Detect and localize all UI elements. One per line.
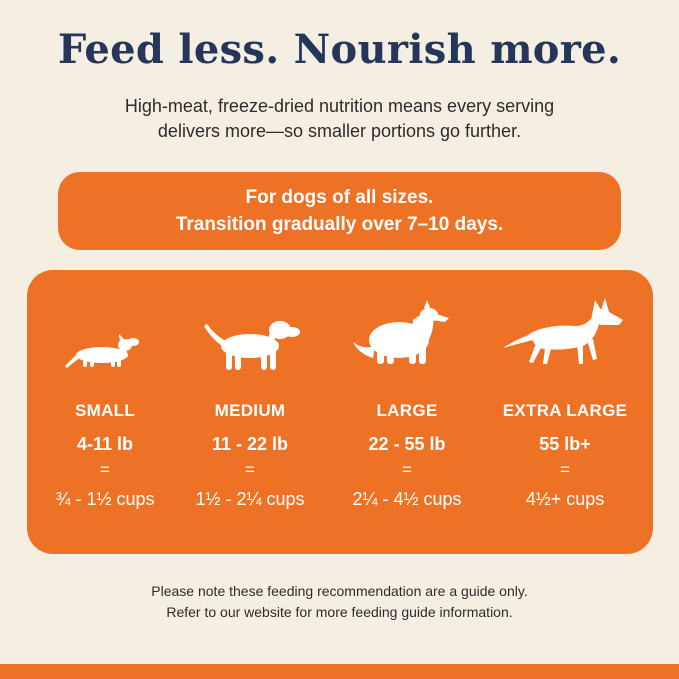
terrier-icon [204, 321, 300, 370]
weight-range: 22 - 55 lb [368, 434, 446, 454]
size-column-medium: MEDIUM 11 - 22 lb = 1½ - 2¼ cups [172, 270, 328, 554]
banner-line-2: Transition gradually over 7–10 days. [175, 214, 504, 235]
feeding-guide-panel: SMALL 4-11 lb = ¾ - 1½ cups MEDIUM 11 - … [27, 270, 653, 554]
equals-sign: = [100, 460, 110, 479]
collie-icon [353, 300, 449, 364]
shepherd-icon [503, 298, 623, 364]
size-column-large: LARGE 22 - 55 lb = 2¼ - 4½ cups [329, 270, 485, 554]
transition-banner: For dogs of all sizes. Transition gradua… [58, 172, 621, 250]
banner-line-1: For dogs of all sizes. [245, 187, 434, 208]
footnote-line-2: Refer to our website for more feeding gu… [166, 604, 513, 620]
cups-amount: 2¼ - 4½ cups [352, 489, 462, 509]
size-label: MEDIUM [214, 401, 286, 420]
headline: Feed less. Nourish more. [57, 26, 622, 73]
cups-amount: 4½+ cups [525, 489, 605, 509]
disclaimer-note: Please note these feeding recommendation… [40, 581, 639, 623]
size-label: LARGE [376, 401, 438, 420]
weight-range: 4-11 lb [76, 434, 134, 454]
weight-range: 55 lb+ [539, 434, 591, 454]
cups-amount: ¾ - 1½ cups [55, 489, 155, 509]
subhead-line-2: delivers more—so smaller portions go fur… [157, 121, 522, 141]
size-column-extra-large: EXTRA LARGE 55 lb+ = 4½+ cups [487, 270, 643, 554]
subhead-line-1: High-meat, freeze-dried nutrition means … [124, 96, 555, 116]
weight-range: 11 - 22 lb [211, 434, 289, 454]
equals-sign: = [245, 460, 255, 479]
size-label: SMALL [74, 401, 136, 420]
size-column-small: SMALL 4-11 lb = ¾ - 1½ cups [27, 270, 183, 554]
footnote-line-1: Please note these feeding recommendation… [151, 583, 528, 599]
equals-sign: = [560, 460, 570, 479]
cups-amount: 1½ - 2¼ cups [195, 489, 305, 509]
dachshund-icon [65, 334, 139, 368]
bottom-accent-bar [0, 664, 679, 679]
equals-sign: = [402, 460, 412, 479]
size-label: EXTRA LARGE [502, 401, 628, 420]
subheadline: High-meat, freeze-dried nutrition means … [60, 94, 619, 144]
